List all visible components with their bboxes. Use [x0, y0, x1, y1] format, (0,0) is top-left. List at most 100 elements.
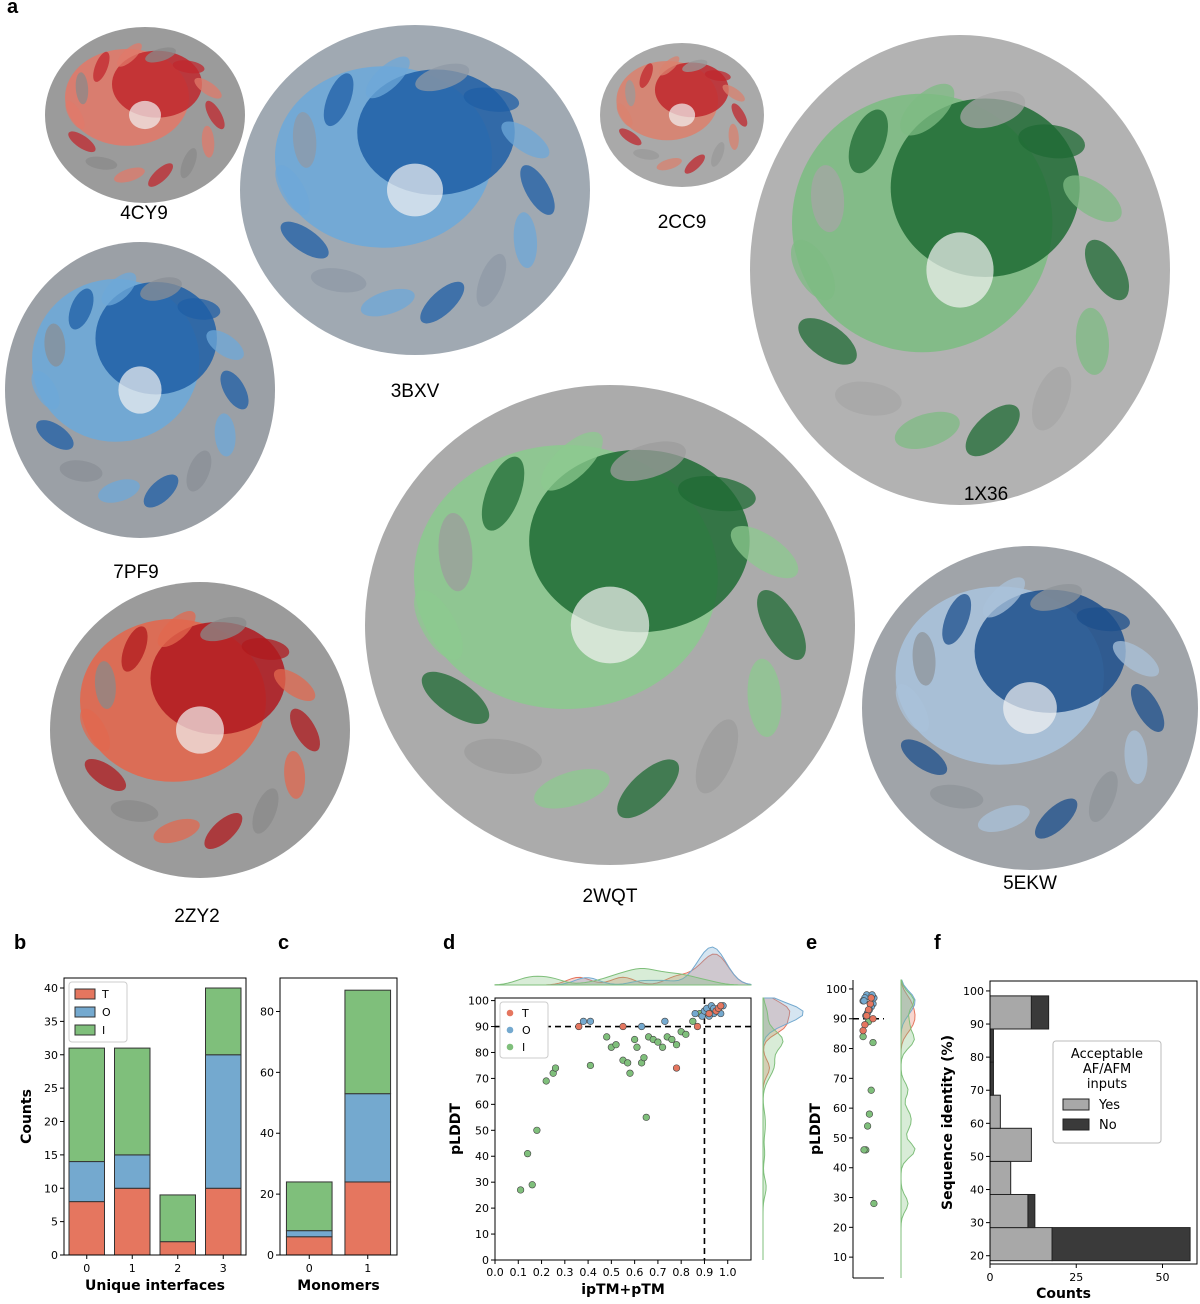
structure-label-7pf9: 7PF9	[113, 562, 159, 583]
legend-swatch-yes	[1062, 1098, 1090, 1111]
structure-pore	[129, 100, 161, 130]
structure-helix	[84, 758, 127, 791]
structure-helix	[900, 83, 955, 136]
bar-no	[989, 1028, 994, 1063]
point-i	[869, 1038, 877, 1047]
x-tick-label: 1	[129, 1262, 136, 1275]
point-t	[705, 1009, 713, 1018]
point-t	[863, 1012, 871, 1020]
structure-helix	[1112, 640, 1160, 677]
structure-helix	[835, 381, 902, 416]
x-axis-label: Unique interfaces	[85, 1278, 225, 1294]
structure-helix	[153, 818, 200, 844]
bar-t	[114, 1187, 151, 1256]
structure-helix	[731, 103, 748, 127]
legend-title: AF/AFM	[1083, 1062, 1131, 1077]
plot-frame	[63, 977, 247, 1256]
point-i	[533, 1126, 541, 1134]
y-tick-label: 80	[970, 1051, 984, 1064]
x-tick-label: 1	[364, 1262, 371, 1275]
structure-helix	[513, 212, 538, 269]
structure-helix	[252, 788, 279, 834]
structure-helix	[1030, 584, 1083, 611]
point-i	[867, 1086, 875, 1094]
structure-7pf9	[5, 242, 275, 538]
structure-helix	[143, 474, 179, 508]
structure-helix	[360, 288, 415, 317]
bar-i	[205, 987, 242, 1056]
bar-no	[1030, 995, 1050, 1030]
structure-helix	[894, 411, 960, 449]
legend-frame	[499, 1001, 549, 1059]
structure-helix	[659, 56, 680, 76]
structure-helix	[93, 51, 110, 82]
point-o	[579, 1017, 588, 1025]
panel-letter-d: d	[443, 932, 456, 954]
structure-helix	[1035, 798, 1078, 839]
structure-label-2wqt: 2WQT	[582, 886, 638, 907]
point-i	[528, 1181, 536, 1189]
legend-label-o: O	[102, 1006, 111, 1019]
structure-2zy2	[50, 582, 350, 878]
legend-label-o: O	[522, 1024, 531, 1037]
y-tick-label: 50	[970, 1150, 984, 1163]
point-t	[717, 1002, 725, 1010]
structure-pore	[1003, 682, 1057, 734]
structure-helix	[534, 769, 610, 809]
y-tick-label: 100	[826, 983, 847, 996]
y-tick-label: 50	[833, 1132, 847, 1145]
structure-helix	[114, 167, 145, 183]
legend-label-yes: Yes	[1098, 1098, 1120, 1113]
structure-helix	[625, 80, 636, 107]
x-tick-label: 1.0	[719, 1266, 737, 1279]
y-axis-label: pLDDT	[808, 1103, 824, 1155]
legend-swatch-t	[74, 988, 96, 1000]
structure-helix	[1075, 307, 1110, 375]
structure-helix	[116, 43, 142, 67]
bar-t	[344, 1181, 392, 1256]
structure-helix	[481, 456, 525, 531]
structure-helix	[204, 812, 243, 850]
structure-pore	[668, 103, 696, 127]
structure-label-3bxv: 3BXV	[390, 381, 440, 402]
structure-helix	[1032, 366, 1072, 431]
point-t	[575, 1022, 583, 1031]
point-t	[866, 1000, 874, 1008]
structure-helix	[186, 450, 212, 492]
structure-helix	[977, 805, 1030, 832]
y-tick-label: 0	[482, 1254, 489, 1267]
structure-helix	[206, 330, 244, 360]
structure-helix	[790, 239, 836, 301]
structure-helix	[711, 142, 725, 167]
y-tick-label: 90	[970, 1018, 984, 1031]
point-t	[693, 1022, 702, 1031]
structure-pore	[387, 163, 443, 217]
legend: TOI	[68, 981, 128, 1043]
x-tick-label: 25	[1069, 1271, 1083, 1284]
y-tick-label: 30	[833, 1192, 847, 1205]
y-tick-label: 40	[475, 1150, 489, 1163]
legend-marker-t	[506, 1009, 514, 1017]
bar-t	[285, 1236, 333, 1256]
plot-frame	[989, 980, 1198, 1265]
structure-helix	[1088, 771, 1118, 823]
structure-helix	[1130, 684, 1165, 732]
point-t	[859, 1027, 867, 1035]
bar-o	[205, 1054, 242, 1189]
bar-no	[1051, 1227, 1191, 1262]
point-t	[869, 1015, 877, 1023]
y-tick-label: 60	[475, 1098, 489, 1111]
structure-helix	[177, 298, 221, 320]
point-i	[689, 1017, 697, 1025]
y-tick-label: 30	[970, 1217, 984, 1230]
structure-helix	[31, 370, 60, 410]
structure-helix	[310, 268, 367, 293]
y-axis-label: pLDDT	[448, 1103, 464, 1155]
structure-helix	[1018, 124, 1085, 159]
legend-title: Acceptable	[1071, 1047, 1143, 1062]
legend-label-t: T	[101, 988, 109, 1001]
bar-yes	[989, 1227, 1053, 1262]
structure-helix	[148, 163, 174, 187]
point-i	[551, 1064, 560, 1072]
structure-helix	[617, 759, 680, 819]
